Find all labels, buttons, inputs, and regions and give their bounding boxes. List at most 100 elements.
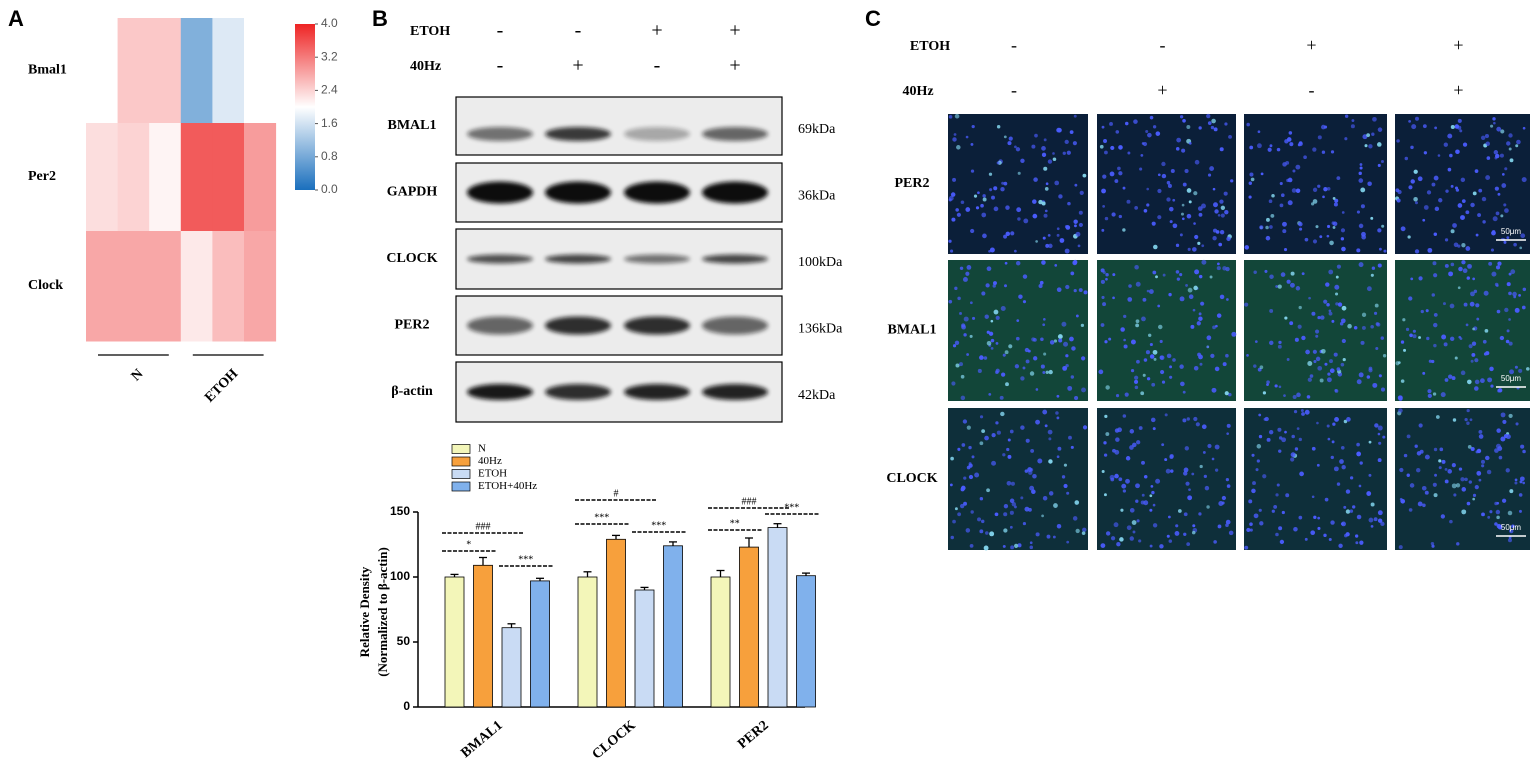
condition-label: ETOH (910, 39, 950, 54)
nucleus (969, 543, 974, 548)
nucleus (1105, 432, 1110, 436)
nucleus (1335, 302, 1339, 306)
nucleus (1057, 446, 1062, 451)
nucleus (1433, 343, 1437, 348)
nucleus (1452, 418, 1457, 422)
nucleus (1299, 471, 1304, 477)
nucleus (1136, 359, 1140, 364)
nucleus (1490, 248, 1494, 252)
row-label: Per2 (28, 169, 56, 184)
nucleus (1226, 484, 1231, 488)
nucleus (1271, 194, 1275, 198)
nucleus (1136, 519, 1140, 523)
nucleus (963, 501, 967, 506)
nucleus (1326, 186, 1331, 191)
nucleus (1403, 453, 1408, 458)
nucleus (1187, 495, 1193, 501)
nucleus (1042, 323, 1046, 327)
nucleus (996, 125, 1001, 129)
nucleus (965, 271, 970, 276)
nucleus (1014, 364, 1020, 369)
nucleus (1346, 417, 1351, 422)
nucleus (1081, 531, 1086, 535)
nucleus (1366, 133, 1371, 138)
nucleus (1319, 378, 1324, 383)
colorbar (295, 24, 315, 190)
nucleus (1077, 244, 1081, 248)
nucleus (1422, 124, 1427, 129)
nucleus (1481, 464, 1485, 468)
nucleus (1210, 125, 1215, 130)
nucleus (1210, 353, 1215, 359)
nucleus (1146, 203, 1150, 207)
nucleus (1073, 114, 1077, 118)
nucleus (1199, 464, 1203, 469)
nucleus (1056, 227, 1060, 231)
nucleus (1183, 512, 1188, 517)
nucleus (1440, 514, 1446, 519)
nucleus (1003, 181, 1008, 186)
nucleus (1421, 485, 1427, 491)
nucleus (1327, 224, 1331, 229)
panel-letter: B (372, 6, 388, 31)
nucleus (1194, 269, 1200, 275)
nucleus (1142, 141, 1148, 147)
nucleus (1377, 142, 1382, 147)
nucleus (1377, 163, 1381, 167)
nucleus (1425, 309, 1429, 313)
nucleus (1220, 205, 1226, 210)
nucleus (1167, 183, 1172, 188)
nucleus (1370, 273, 1374, 277)
nucleus (1165, 468, 1171, 474)
nucleus (1063, 341, 1069, 347)
nucleus (969, 334, 973, 338)
nucleus (1130, 368, 1135, 373)
nucleus (1024, 469, 1029, 473)
row-label: Clock (28, 278, 63, 293)
y-tick-label: 50 (397, 634, 411, 648)
nucleus (1169, 454, 1174, 459)
nucleus (1152, 523, 1158, 528)
nucleus (1031, 144, 1036, 149)
nucleus (1507, 510, 1513, 516)
nucleus (1457, 203, 1463, 208)
nucleus (963, 333, 967, 337)
nucleus (1411, 124, 1417, 130)
nucleus (1147, 132, 1152, 138)
micrograph (1244, 260, 1387, 401)
nucleus (1022, 300, 1027, 304)
nucleus (1453, 242, 1459, 248)
nucleus (1067, 385, 1073, 391)
nucleus (1450, 184, 1454, 188)
nucleus (1029, 545, 1034, 550)
nucleus (1322, 195, 1325, 199)
nucleus (1281, 437, 1287, 443)
nucleus (1432, 482, 1437, 487)
nucleus (1341, 465, 1346, 470)
nucleus (1117, 166, 1121, 171)
nucleus (1334, 284, 1340, 290)
nucleus (1121, 483, 1127, 489)
nucleus (1506, 236, 1510, 240)
nucleus (1181, 217, 1185, 221)
nucleus (1433, 175, 1439, 181)
nucleus (1042, 495, 1048, 501)
nucleus (1112, 448, 1116, 453)
condition-sign: - (1309, 80, 1315, 100)
nucleus (986, 340, 992, 346)
nucleus (1449, 303, 1455, 309)
nucleus (1170, 469, 1174, 473)
nucleus (1444, 238, 1449, 242)
nucleus (961, 323, 966, 328)
nucleus (1218, 242, 1223, 247)
nucleus (1360, 187, 1366, 193)
nucleus (962, 276, 968, 282)
nucleus (1451, 376, 1456, 381)
blot-row-label: BMAL1 (388, 118, 437, 133)
nucleus (1469, 301, 1475, 307)
nucleus (1459, 337, 1463, 340)
nucleus (1215, 324, 1218, 328)
nucleus (1371, 132, 1375, 136)
nucleus (1444, 378, 1449, 382)
nucleus (1109, 474, 1115, 480)
